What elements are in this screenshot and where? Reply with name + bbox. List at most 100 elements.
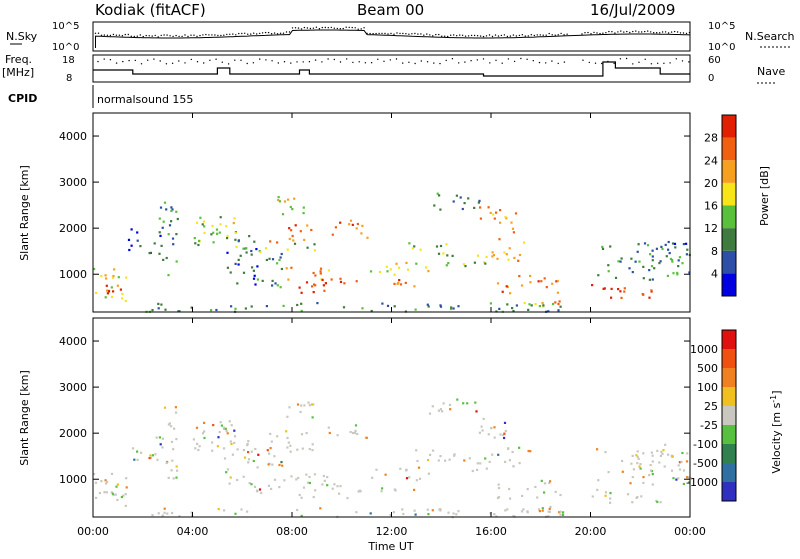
heatmap-cell — [211, 224, 214, 228]
heatmap-cell — [554, 490, 557, 493]
heatmap-cell — [370, 309, 373, 313]
heatmap-cell — [172, 477, 175, 480]
colorbar-segment — [722, 205, 736, 229]
heatmap-cell — [487, 206, 490, 209]
heatmap-cell — [113, 268, 116, 271]
heatmap-cell — [159, 206, 163, 209]
heatmap-cell — [438, 194, 441, 197]
heatmap-cell — [226, 266, 229, 269]
heatmap-cell — [148, 457, 151, 460]
heatmap-cell — [518, 253, 522, 257]
heatmap-cell — [247, 451, 250, 454]
nave-point — [507, 58, 510, 60]
heatmap-cell — [591, 284, 594, 287]
y-tick-label: 4000 — [59, 335, 87, 348]
nsearch-point — [396, 32, 398, 34]
heatmap-cell — [610, 287, 613, 290]
nsearch-point — [100, 34, 103, 36]
nsearch-point — [602, 32, 604, 34]
heatmap-cell — [322, 284, 325, 287]
nave-point — [476, 59, 478, 61]
heatmap-cell — [163, 507, 166, 510]
heatmap-cell — [216, 445, 219, 448]
heatmap-cell — [479, 217, 482, 220]
nsearch-point — [620, 30, 622, 32]
heatmap-cell — [426, 508, 429, 511]
nsearch-point — [372, 33, 374, 35]
heatmap-cell — [358, 489, 361, 492]
heatmap-cell — [549, 480, 552, 483]
nsky-panel — [92, 21, 691, 52]
heatmap-cell — [140, 451, 143, 454]
colorbar-tick-label: 4 — [711, 267, 718, 280]
heatmap-cell — [300, 404, 303, 407]
heatmap-cell — [289, 205, 292, 209]
heatmap-cell — [158, 252, 161, 255]
heatmap-cell — [659, 454, 662, 457]
colorbar-tick-label: 12 — [704, 222, 718, 235]
heatmap-cell — [354, 429, 357, 432]
heatmap-cell — [678, 468, 682, 471]
freq-tick-bottom: 8 — [66, 73, 72, 84]
heatmap-cell — [269, 447, 272, 450]
colorbar-tick-label: 28 — [704, 132, 718, 145]
nsearch-point — [566, 33, 568, 35]
nsearch-point — [623, 31, 625, 33]
nave-point — [501, 62, 503, 64]
heatmap-cell — [671, 242, 675, 245]
nave-point — [458, 62, 460, 64]
heatmap-cell — [98, 491, 101, 495]
heatmap-cell — [543, 277, 546, 280]
heatmap-cell — [247, 461, 250, 464]
heatmap-cell — [386, 304, 390, 307]
heatmap-cell — [646, 244, 650, 247]
heatmap-cell — [462, 263, 466, 266]
heatmap-cell — [497, 483, 500, 486]
heatmap-cell — [158, 217, 161, 220]
nave-point — [209, 59, 211, 61]
heatmap-cell — [462, 402, 465, 405]
heatmap-cell — [557, 302, 560, 306]
heatmap-cell — [408, 476, 411, 479]
heatmap-cell — [305, 281, 309, 284]
heatmap-cell — [381, 487, 384, 490]
heatmap-cell — [674, 246, 677, 249]
heatmap-cell — [305, 473, 308, 476]
heatmap-cell — [677, 464, 680, 467]
heatmap-cell — [541, 302, 544, 305]
heatmap-cell — [198, 445, 201, 448]
heatmap-cell — [233, 441, 236, 444]
heatmap-cell — [419, 248, 422, 251]
heatmap-cell — [226, 432, 229, 435]
power-colorbar: 28 24 20 16 12 8 4 — [704, 114, 737, 297]
heatmap-cell — [559, 493, 562, 497]
heatmap-cell — [484, 262, 487, 265]
nsearch-point — [673, 30, 676, 33]
heatmap-cell — [414, 308, 417, 311]
x-tick-label: 20:00 — [575, 525, 607, 538]
nsearch-point — [399, 32, 401, 35]
heatmap-cell — [110, 286, 113, 289]
nsearch-point — [617, 31, 619, 33]
heatmap-cell — [448, 403, 452, 406]
heatmap-cell — [501, 290, 504, 293]
heatmap-cell — [131, 447, 135, 450]
nsearch-point — [309, 27, 312, 30]
heatmap-cell — [246, 510, 249, 513]
colorbar-tick-label: 8 — [711, 245, 718, 258]
heatmap-cell — [319, 267, 323, 270]
heatmap-cell — [283, 479, 286, 482]
x-axis-label: Time UT — [367, 540, 413, 553]
heatmap-cell — [228, 482, 231, 485]
nave-point — [582, 59, 584, 61]
x-axis-ticks: 00:00 04:00 08:00 12:00 16:00 20:00 00:00 — [77, 113, 706, 538]
nave-point — [489, 62, 491, 64]
heatmap-cell — [162, 220, 165, 223]
nsearch-point — [378, 32, 380, 35]
nsearch-point — [533, 34, 535, 37]
heatmap-cell — [642, 452, 645, 455]
nave-point — [619, 58, 622, 60]
nsearch-point — [635, 30, 637, 32]
heatmap-cell — [601, 247, 605, 250]
nsearch-point — [661, 31, 664, 33]
